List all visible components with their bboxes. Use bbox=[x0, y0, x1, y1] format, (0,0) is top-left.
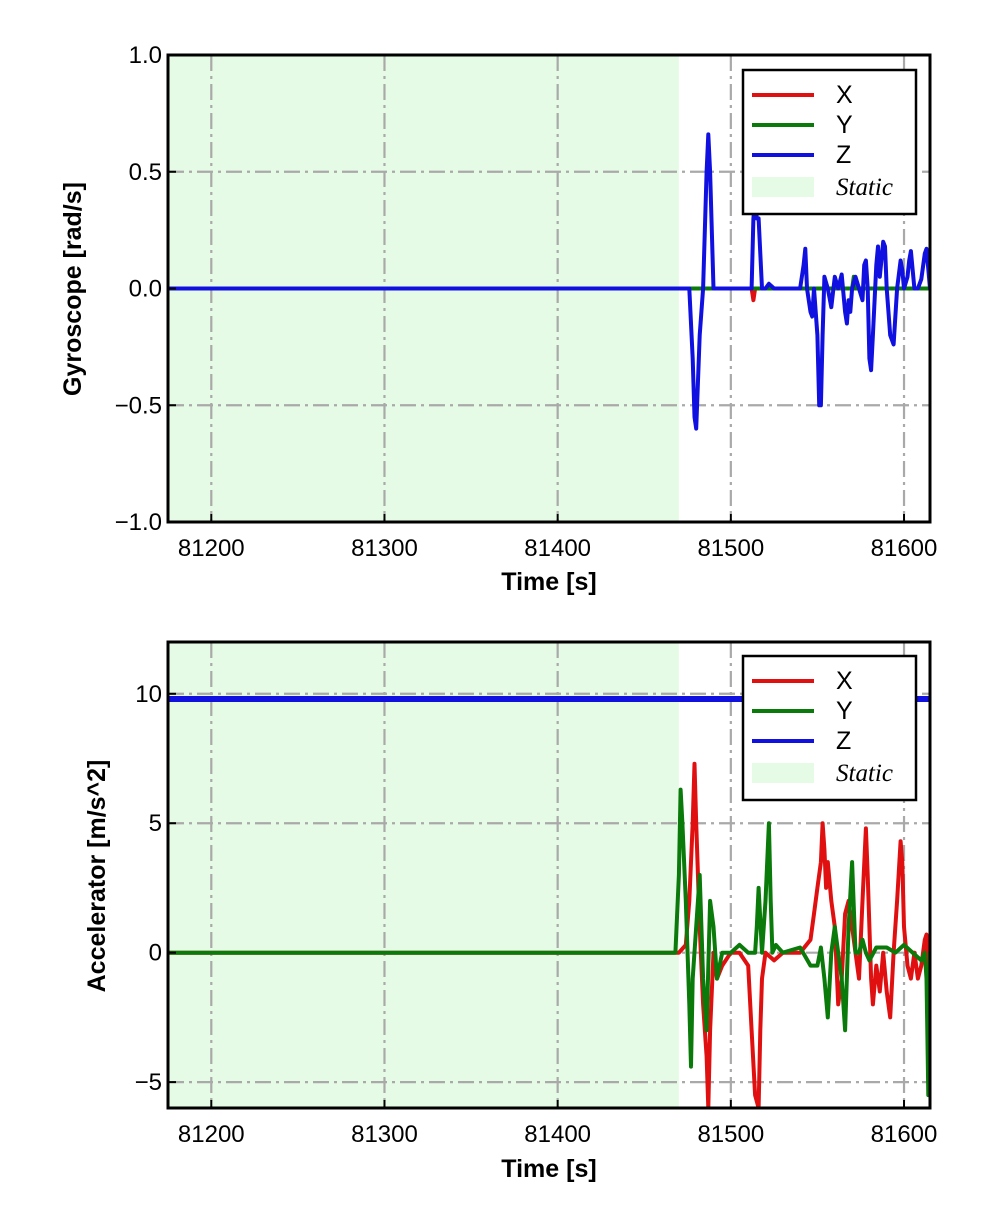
y-axis-label: Accelerator [m/s^2] bbox=[83, 760, 111, 993]
plot-frame bbox=[166, 640, 932, 1110]
y-axis-label: Gyroscope [rad/s] bbox=[59, 182, 87, 396]
legend: X Y Z Static bbox=[741, 654, 918, 802]
legend: X Y Z Static bbox=[741, 68, 918, 216]
y-tick-label: 1.0 bbox=[129, 42, 162, 69]
legend-swatch-static bbox=[752, 763, 814, 783]
legend-label-x: X bbox=[836, 81, 853, 109]
x-tick-label: 81400 bbox=[524, 1121, 591, 1148]
gyroscope-chart: 81200 81300 81400 81500 81600 −1.0 −0.5 0.0 0.5 1… bbox=[59, 42, 937, 596]
x-tick-label: 81300 bbox=[351, 1121, 418, 1148]
x-tick-label: 81200 bbox=[178, 1121, 245, 1148]
legend-label-y: Y bbox=[836, 697, 853, 725]
legend-label-x: X bbox=[836, 667, 853, 695]
y-tick-label: −0.5 bbox=[115, 392, 162, 419]
series-lines bbox=[168, 132, 930, 431]
x-tick-label: 81600 bbox=[871, 1121, 938, 1148]
y-tick-label: 0.5 bbox=[129, 159, 162, 186]
x-tick-label: 81200 bbox=[178, 535, 245, 562]
legend-label-static: Static bbox=[836, 760, 893, 787]
axis-ticks: 81200 81300 81400 81500 81600 −5 0 5 10 bbox=[135, 681, 938, 1148]
series-line-x bbox=[168, 761, 930, 1108]
x-tick-label: 81500 bbox=[697, 535, 764, 562]
x-tick-label: 81400 bbox=[524, 535, 591, 562]
legend-label-static: Static bbox=[836, 174, 893, 201]
y-tick-label: 5 bbox=[149, 810, 162, 837]
y-tick-label: 0 bbox=[149, 940, 162, 967]
y-tick-label: 0.0 bbox=[129, 276, 162, 303]
x-tick-label: 81300 bbox=[351, 535, 418, 562]
y-tick-label: −5 bbox=[135, 1069, 162, 1096]
x-tick-label: 81600 bbox=[871, 535, 938, 562]
y-tick-label: −1.0 bbox=[115, 509, 162, 536]
x-axis-label: Time [s] bbox=[501, 568, 596, 596]
series-line-y bbox=[168, 787, 930, 1098]
x-tick-label: 81500 bbox=[697, 1121, 764, 1148]
static-region bbox=[168, 642, 679, 1108]
legend-label-z: Z bbox=[836, 141, 851, 169]
series-line-z bbox=[168, 132, 930, 431]
x-axis-label: Time [s] bbox=[501, 1155, 596, 1183]
legend-swatch-static bbox=[752, 177, 814, 197]
legend-label-z: Z bbox=[836, 727, 851, 755]
y-tick-label: 10 bbox=[135, 681, 162, 708]
accelerator-chart: 81200 81300 81400 81500 81600 −5 0 5 10 X Y Z St… bbox=[83, 640, 938, 1183]
legend-label-y: Y bbox=[836, 111, 853, 139]
axis-ticks: 81200 81300 81400 81500 81600 −1.0 −0.5 0.0 0.5 1… bbox=[115, 42, 938, 562]
